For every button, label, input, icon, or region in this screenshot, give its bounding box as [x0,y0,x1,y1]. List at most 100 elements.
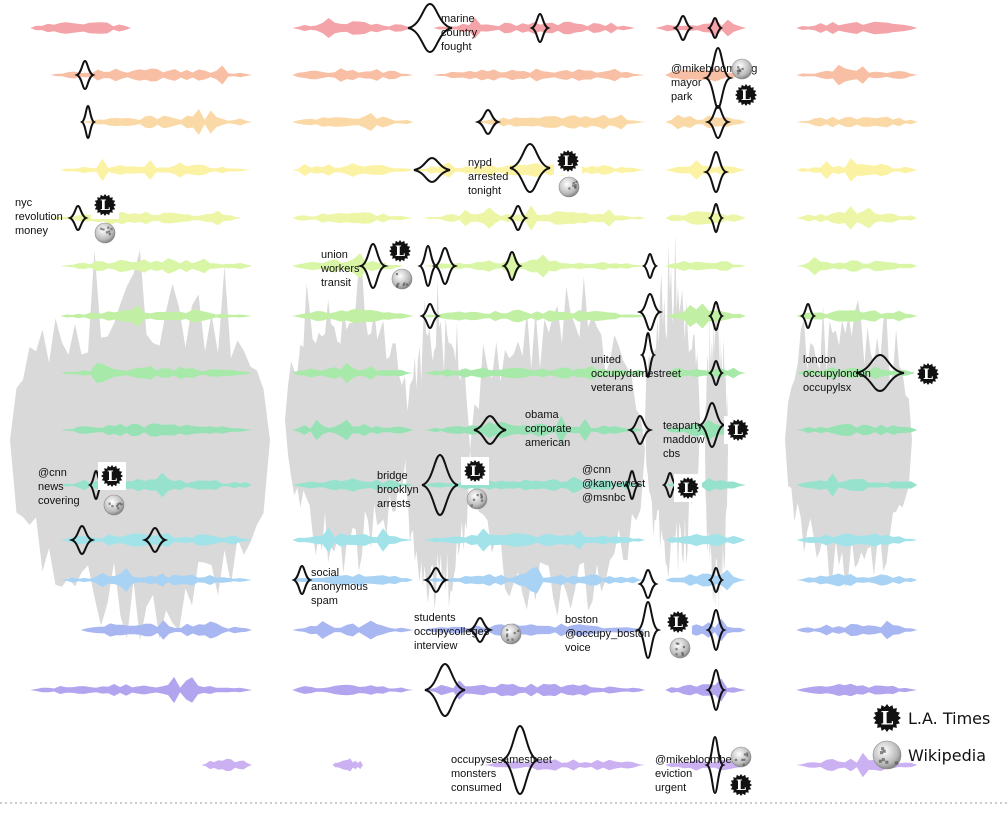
annotation-10-line-0: bridge [377,470,408,482]
legend: L L.A. Times Wikipedia [872,704,990,770]
svg-text:L: L [741,88,751,104]
wikipedia-icon [391,268,413,290]
burst-outline-7 [474,108,502,136]
stream-segment-1-3 [665,68,746,82]
latimes-icon: L [389,240,411,262]
burst-outline-28 [626,414,654,446]
burst-outline-2 [672,14,694,42]
latimes-icon: L [557,150,579,172]
burst-outline-15 [357,242,389,290]
stream-segment-10-0 [60,533,252,547]
stream-segment-7-0 [60,363,252,383]
annotation-11-line-1: @kanyewest [582,478,645,490]
annotation-16: @mikebloomberg eviction urgent L [655,746,755,799]
annotation-2-line-2: tonight [468,185,501,197]
topic-stream-13 [30,676,918,704]
burst-outline-26 [707,359,725,387]
stream-segment-2-4 [796,116,918,128]
stream-segment-9-1 [292,478,414,492]
stream-segment-12-0 [80,620,252,640]
annotation-8-line-1: maddow [663,434,705,446]
burst-outline-44 [705,668,727,712]
burst-outline-41 [634,600,662,660]
stream-segment-5-4 [796,256,918,276]
stream-segment-11-1 [292,573,414,587]
gray-volume-1 [285,265,408,573]
annotation-8: teaparty maddow cbs L [663,416,752,460]
wikipedia-icon [466,488,488,510]
svg-text:L: L [881,708,894,729]
burst-outline-32 [623,469,641,501]
stream-segment-6-1 [292,309,414,323]
stream-segment-0-1 [292,18,414,38]
annotation-4-line-0: union [321,249,348,261]
burst-outline-10 [509,142,551,194]
stream-segment-14-4 [796,752,918,778]
annotation-15-line-2: consumed [451,782,502,794]
annotation-6-line-2: occupylsx [803,382,852,394]
annotation-6-line-1: occupylondon [803,368,871,380]
annotation-13-line-1: occupycolleges [414,626,490,638]
stream-segment-8-4 [796,424,918,436]
burst-outline-40 [466,616,494,644]
topic-stream-14 [201,752,918,778]
burst-outline-35 [141,526,169,554]
burst-outline-34 [68,524,96,556]
stream-segment-10-1 [292,527,414,553]
annotation-7-line-2: american [525,437,570,449]
burst-outline-4 [74,59,96,91]
annotation-5-line-1: occupydamestreet [591,368,681,380]
burst-outline-5 [702,46,734,110]
stream-segment-5-0 [60,258,252,274]
burst-outline-23 [799,302,817,330]
annotation-11-line-0: @cnn [582,464,611,476]
stream-segment-6-0 [60,305,252,327]
svg-text:L: L [736,778,746,794]
stream-segment-0-4 [796,21,918,35]
burst-outline-22 [707,300,725,332]
annotation-0-line-0: marine [441,13,475,25]
topic-stream-11 [60,566,918,594]
stream-segment-5-1 [292,253,404,279]
latimes-icon: L [667,611,689,633]
wikipedia-icon [669,637,691,659]
annotation-15: occupysesamestreet monsters consumed [451,754,552,794]
burst-outline-12 [67,204,89,232]
burst-outline-25 [855,353,905,393]
burst-outline-20 [419,302,441,330]
stream-segment-5-3 [665,261,746,271]
annotation-8-line-0: teaparty [663,420,703,432]
stream-segment-3-2 [413,162,646,178]
wikipedia-icon [730,746,752,768]
annotation-14-line-1: @occupy_boston [565,628,650,640]
burst-outline-27 [473,414,507,446]
legend-label-0: L.A. Times [908,709,990,728]
burst-outline-3 [706,16,724,40]
stream-segment-10-3 [665,533,746,547]
stream-segment-8-0 [60,423,252,437]
annotation-3-line-0: nyc [15,197,33,209]
annotation-7-line-1: corporate [525,423,571,435]
stream-segment-1-1 [292,68,414,82]
annotation-11-line-2: @msnbc [582,492,626,504]
burst-outline-14 [707,202,725,234]
stream-segment-14-1 [332,758,363,772]
legend-entry-0: L L.A. Times [873,704,990,732]
annotation-12-line-0: social [311,567,339,579]
stream-segment-13-0 [30,676,253,704]
annotation-9-line-0: @cnn [38,467,67,479]
wikipedia-icon [500,623,522,645]
annotation-2-line-1: arrested [468,171,508,183]
svg-text:L: L [470,464,480,480]
wikipedia-icon [103,494,125,516]
stream-segment-12-4 [796,620,918,640]
topic-stream-5 [60,252,918,280]
svg-text:L: L [923,367,933,383]
annotation-16-line-1: eviction [655,768,692,780]
burst-outline-43 [424,662,466,718]
latimes-icon: L [727,419,749,441]
annotation-16-line-0: @mikebloomberg [655,754,741,766]
annotation-4-line-2: transit [321,277,351,289]
annotation-3-line-1: revolution [15,211,63,223]
svg-text:L: L [733,423,743,439]
